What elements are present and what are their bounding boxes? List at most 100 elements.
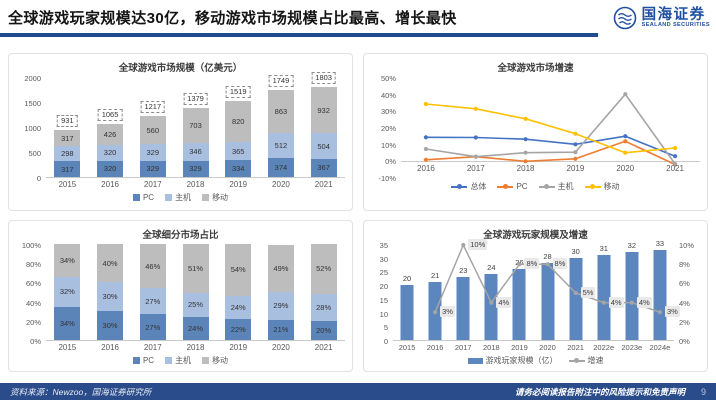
plot: 202123242628303132333%10%4%8%8%5%4%4%3% [393, 239, 680, 341]
logo-name-en: SEALAND SECURITIES [641, 21, 710, 28]
panel-market-growth: 全球游戏市场增速 50% 40% 30% 20% 10% 0% -10% 2016 2017 20… [363, 53, 708, 211]
chart-title: 全球游戏市场增速 [497, 63, 574, 74]
y-axis-left: 35 30 25 20 15 10 5 0 [371, 241, 393, 346]
bar-segment: 329 [139, 160, 166, 177]
bar-segment: 20% [310, 320, 337, 340]
bar-segment: 27% [139, 314, 166, 340]
bar-segment: 24% [225, 295, 252, 319]
y-tick-label: 10 [379, 309, 388, 319]
x-tick-label: 2024e [649, 343, 671, 352]
stacked-bar-2020: 49% 29% 21% [267, 244, 294, 340]
bar-segment: 30% [97, 311, 124, 340]
y-tick-label: 0 [383, 337, 388, 346]
y-tick-label: 35 [379, 241, 388, 250]
x-tick-label: 2020 [616, 164, 635, 174]
legend: 总体 PC 主机 移动 [371, 181, 700, 192]
data-point [473, 154, 478, 159]
y-tick-label: 40% [25, 298, 41, 308]
x-tick-label: 2022e [593, 343, 615, 352]
bar-segment: 40% [97, 244, 124, 283]
bar-segment: 512 [267, 132, 294, 159]
legend-swatch [467, 357, 483, 364]
data-point [673, 161, 678, 167]
y-tick-label: 2% [679, 317, 690, 327]
growth-label: 4% [496, 296, 512, 308]
player-bar-2015: 20 [400, 274, 414, 340]
data-point [523, 116, 528, 121]
total-label: 931 [57, 115, 78, 128]
data-point [629, 300, 634, 305]
x-axis: 2015 2016 2017 2018 2019 2020 2021 2022e 2023e 20… [393, 343, 674, 352]
legend-label: 移动 [603, 182, 620, 191]
growth-label: 3% [440, 306, 455, 318]
y-tick-label: 25 [379, 268, 388, 278]
line-series-主机 [425, 93, 676, 165]
bar-value-label: 33 [655, 238, 665, 248]
legend-item: 主机 [165, 355, 191, 366]
bar-segment: 34% [54, 244, 81, 277]
legend-item: 增速 [568, 355, 604, 366]
bar-segment: 54% [225, 244, 252, 296]
stacked-bar-2019: 820 365 334 1519 [225, 86, 252, 177]
x-tick-label: 2019 [511, 343, 528, 352]
bar-segment: 49% [267, 244, 294, 292]
legend: PC 主机 移动 [16, 355, 345, 366]
growth-label: 3% [664, 306, 680, 318]
chart-players-growth: 35302520151050202123242628303132333%10%4… [371, 239, 700, 366]
x-tick-label: 2021 [314, 343, 333, 352]
data-point [473, 106, 478, 111]
plot: 34% 32% 34% 40% 30% 30% 46% 27% 27% 51% 25% 24% 54% 2… [46, 244, 345, 341]
bar-segment: 28% [310, 293, 337, 321]
bar-segment: 24% [182, 316, 209, 340]
bar-segment: 560 [139, 116, 166, 145]
y-tick-label: 4% [679, 298, 690, 308]
bar-segment: 46% [139, 244, 166, 289]
total-label: 1379 [183, 93, 208, 106]
player-bar-2020: 28 [541, 252, 555, 340]
bar-segment: 703 [182, 108, 209, 144]
legend-swatch [202, 357, 210, 364]
x-tick-label: 2023e [621, 343, 643, 352]
legend-line-swatch [538, 184, 555, 189]
y-tick-label: 15 [379, 295, 388, 305]
bar-segment: 51% [182, 244, 209, 293]
data-point [523, 137, 528, 142]
y-tick-label: 0% [679, 337, 690, 346]
data-point [623, 150, 628, 155]
page-title: 全球游戏玩家规模达30亿，移动游戏市场规模占比最高、增长最快 [8, 10, 457, 27]
legend-item: 游戏玩家规模（亿） [467, 355, 558, 366]
chart-title: 全球游戏市场规模（亿美元） [118, 63, 243, 74]
legend-item: PC [497, 182, 528, 191]
data-point [673, 145, 678, 151]
data-point [623, 134, 628, 139]
data-point [573, 150, 578, 155]
player-bar-2018: 24 [484, 263, 498, 340]
y-tick-label: 30% [380, 107, 396, 117]
bar-segment: 820 [225, 101, 252, 143]
player-bar-2021: 30 [569, 247, 583, 340]
legend-item: 总体 [451, 181, 486, 192]
stacked-bar-2017: 560 329 329 1217 [139, 101, 166, 177]
data-point [573, 131, 578, 136]
bar-value-label: 30 [571, 246, 580, 256]
total-label: 1749 [268, 74, 294, 87]
data-point [523, 150, 528, 155]
data-point [423, 135, 428, 140]
y-tick-label: 20% [25, 317, 41, 327]
growth-label: 4% [636, 296, 652, 308]
y-tick-label: 30 [379, 254, 388, 264]
legend-swatch [132, 194, 140, 201]
spacer [0, 372, 716, 383]
panel-segment-share: 全球细分市场占比 100% 80% 60% 40% 20% 0% 34% 32% 34% 40% 3… [8, 220, 353, 372]
legend-line-swatch [584, 184, 601, 189]
legend-swatch [165, 357, 173, 364]
x-tick-label: 2019 [229, 343, 248, 352]
data-point [517, 262, 522, 267]
plot-area: 50% 40% 30% 20% 10% 0% -10% 2016 2017 2018 2019 202… [371, 74, 700, 183]
bar-segment: 334 [225, 160, 252, 177]
legend-label: PC [516, 182, 528, 191]
bar-segment: 346 [182, 143, 209, 161]
y-tick-label: 1000 [24, 124, 41, 133]
line-series-PC [425, 140, 676, 166]
bar-segment: 329 [182, 160, 209, 177]
